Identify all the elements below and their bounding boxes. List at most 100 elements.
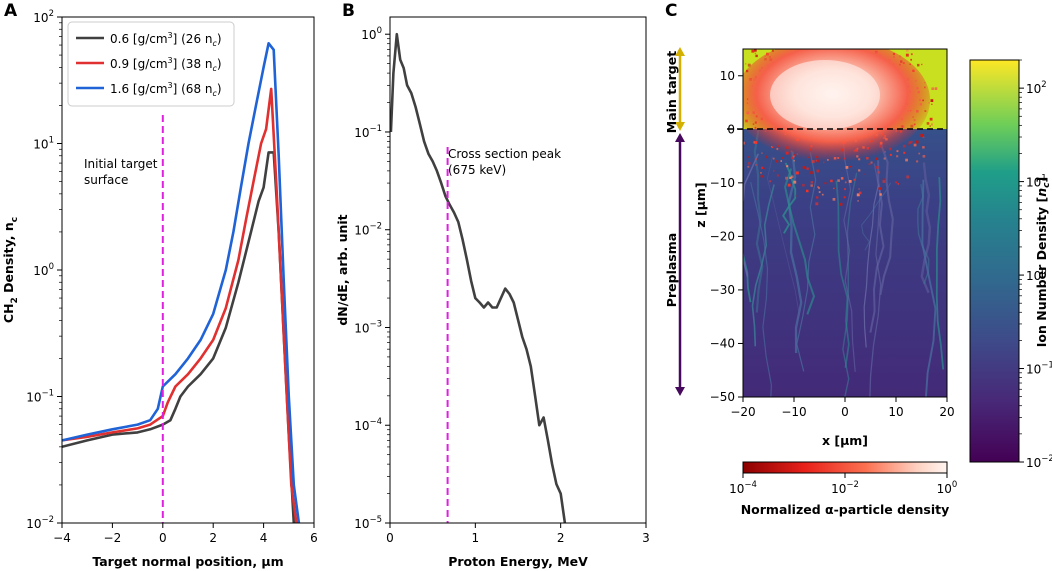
alpha-particle-dot — [793, 160, 795, 162]
alpha-particle-dot — [773, 170, 775, 172]
ion-colorbar-tick-label: 10−1 — [1026, 361, 1052, 377]
alpha-particle-dot — [902, 144, 906, 148]
alpha-particle-dot — [903, 151, 906, 154]
panel-b-ylabel: dN/dE, arb. unit — [335, 214, 350, 325]
panel-b-x-ticks: 0 1 2 3 — [386, 523, 650, 545]
alpha-particle-dot — [907, 143, 909, 146]
alpha-particle-dot — [745, 63, 747, 65]
alpha-particle-dot — [870, 161, 873, 164]
panel-c-x-tick-label: 0 — [841, 405, 849, 419]
alpha-particle-dot — [858, 191, 862, 195]
alpha-particle-dot — [780, 160, 782, 162]
alpha-particle-dot — [824, 182, 827, 185]
alpha-particle-dot — [754, 141, 758, 144]
alpha-particle-dot — [818, 191, 821, 193]
alpha-particle-dot — [913, 143, 917, 147]
alpha-particle-core — [770, 60, 880, 130]
alpha-particle-dot — [751, 49, 755, 53]
alpha-particle-dot — [806, 189, 809, 193]
alpha-particle-dot — [740, 65, 742, 67]
alpha-particle-dot — [754, 52, 757, 55]
panel-c-y-tick-label: −40 — [710, 336, 735, 350]
alpha-particle-dot — [897, 183, 899, 185]
alpha-particle-dot — [848, 180, 852, 183]
alpha-particle-dot — [853, 178, 856, 181]
alpha-particle-dot — [747, 156, 749, 158]
alpha-particle-dot — [754, 158, 757, 161]
alpha-particle-dot — [815, 202, 819, 206]
main-target-arrow — [675, 47, 685, 131]
alpha-particle-dot — [776, 174, 779, 177]
panel-b-series-line-0 — [390, 32, 567, 523]
panel-a-annotation-line2: surface — [84, 173, 128, 187]
preplasma-streak — [766, 156, 800, 336]
alpha-particle-dot — [817, 186, 819, 188]
alpha-particle-dot — [917, 63, 920, 67]
preplasma-streak — [784, 168, 816, 315]
alpha-particle-dot — [754, 49, 757, 52]
alpha-particle-dot — [839, 202, 843, 206]
panel-a-ylabel: CH2 Density, nc — [1, 217, 20, 323]
alpha-particle-dot — [929, 117, 933, 121]
alpha-colorbar-tick-label: 10−2 — [831, 480, 859, 496]
alpha-particle-dot — [765, 155, 768, 159]
alpha-particle-dot — [905, 49, 909, 52]
alpha-particle-dot — [922, 155, 926, 158]
alpha-particle-dot — [921, 63, 923, 66]
panel-b-xlabel: Proton Energy, MeV — [448, 554, 588, 569]
panel-c-y-tick-label: −10 — [710, 176, 735, 190]
alpha-particle-dot — [816, 169, 820, 173]
alpha-particle-dot — [738, 111, 739, 112]
panel-a-legend: 0.6 [g/cm3] (26 nc) 0.9 [g/cm3] (38 nc) … — [67, 21, 235, 107]
alpha-particle-dot — [755, 54, 758, 58]
alpha-particle-dot — [934, 87, 938, 90]
panel-a-annotation-line1: Initial target — [84, 157, 158, 171]
panel-a-y-tick-label: 102 — [33, 9, 54, 25]
alpha-particle-dot — [795, 171, 799, 175]
alpha-particle-dot — [845, 166, 849, 169]
alpha-particle-dot — [747, 165, 750, 168]
panel-a-series-line-1 — [62, 87, 298, 523]
panel-c-y-ticks: −50 −40 −30 −20 −10 0 10 — [710, 69, 743, 404]
preplasma-streak — [835, 180, 850, 368]
alpha-particle-dot — [922, 136, 925, 139]
alpha-particle-dot — [882, 180, 886, 183]
alpha-particle-dot — [866, 157, 869, 160]
panel-b-x-tick-label: 2 — [557, 531, 565, 545]
panel-a-series-line-2 — [62, 41, 301, 523]
preplasma-streak — [842, 129, 856, 372]
alpha-particle-dot — [741, 110, 742, 111]
alpha-particle-dot — [769, 180, 772, 183]
alpha-particle-dot — [747, 162, 751, 165]
alpha-particle-dot — [726, 109, 729, 112]
preplasma-streak — [743, 153, 759, 277]
alpha-particle-dot — [772, 157, 775, 160]
panel-c-y-tick-label: −30 — [710, 283, 735, 297]
preplasma-streak — [751, 184, 775, 347]
panel-b: B 0 1 2 3 10−5 10−4 10−3 10−2 10−1 100 Proton En… — [335, 1, 650, 569]
alpha-particle-dot — [931, 103, 933, 105]
alpha-particle-dot — [863, 173, 865, 175]
alpha-particle-dot — [810, 171, 813, 175]
panel-a-x-tick-label: −2 — [104, 531, 122, 545]
panel-c-x-tick-label: 20 — [939, 405, 954, 419]
panel-b-y-tick-label: 100 — [361, 26, 382, 42]
panel-b-y-tick-label: 10−3 — [354, 319, 382, 335]
main-target-label: Main target — [664, 51, 679, 133]
alpha-particle-dot — [830, 179, 833, 183]
alpha-particle-dot — [929, 125, 931, 127]
preplasma-streak — [842, 172, 858, 397]
alpha-particle-dot — [905, 158, 908, 162]
ion-colorbar-tick-label: 102 — [1026, 80, 1047, 96]
alpha-particle-dot — [775, 160, 779, 163]
panel-a-y-tick-label: 101 — [33, 136, 54, 152]
panel-a-y-ticks: 10−2 10−1 100 101 102 — [26, 9, 62, 531]
preplasma-streak — [935, 177, 945, 370]
alpha-particle-dot — [738, 146, 740, 148]
preplasma-streak — [863, 184, 880, 348]
panel-a-x-tick-label: −4 — [53, 531, 71, 545]
ion-density-colorbar-ticks: 10−2 10−1 100 101 102 — [1019, 59, 1052, 470]
alpha-colorbar-tick-label: 100 — [937, 480, 958, 496]
panel-a-series-line-0 — [62, 151, 296, 523]
alpha-particle-dot — [930, 99, 934, 102]
